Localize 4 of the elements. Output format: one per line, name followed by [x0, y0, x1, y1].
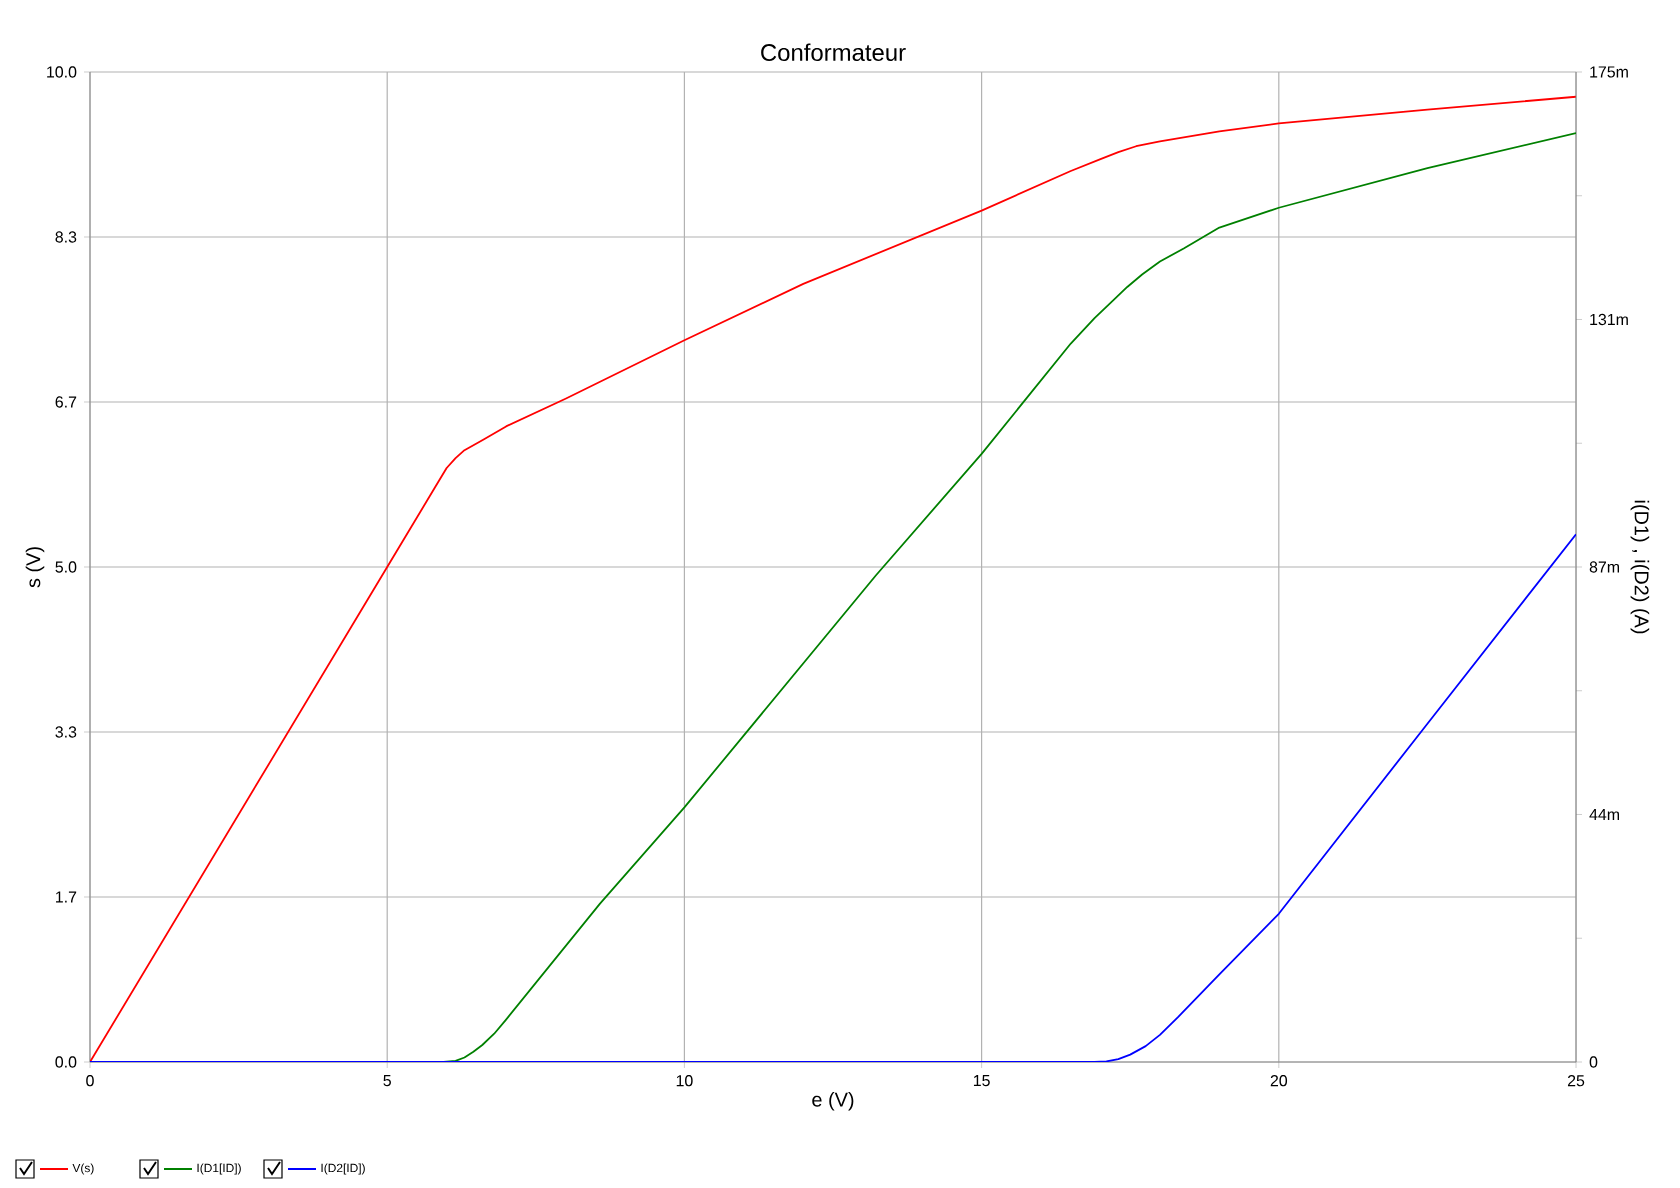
x-axis-title: e (V)	[812, 1092, 854, 1111]
y-axis-title: s (V)	[25, 547, 45, 588]
y2-axis-title: i(D1) , i(D2) (A)	[1630, 500, 1650, 634]
chart-title: Conformateur	[761, 43, 906, 61]
